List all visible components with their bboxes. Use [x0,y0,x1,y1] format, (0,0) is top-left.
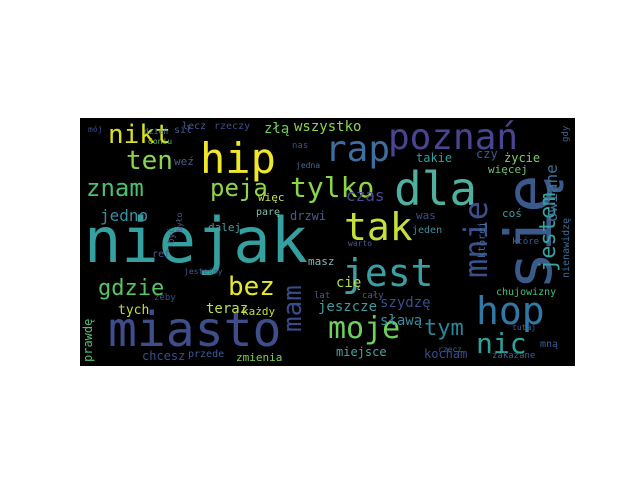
word-chujowizny: chujowizny [496,287,557,298]
word-cie: cię [336,275,362,291]
word-przede: przede [188,349,225,360]
word-jestesmy: jesteśmy [184,267,223,276]
word-hip: hip [200,134,276,183]
word-hop: hop [476,289,545,333]
word-rap: rap [325,129,391,170]
word-jedno: jedno [100,206,149,225]
word-dzien: dzień [144,127,169,136]
word-bez: bez [228,272,275,302]
word-rzeczy: rzeczy [214,121,251,132]
word-gdy: gdy [561,125,571,142]
word-pare: parę [256,207,281,218]
word-moje: moje [328,311,401,346]
word-was: was [416,209,436,222]
word-masz: masz [308,255,335,268]
word-dalej: dalej [208,221,242,234]
word-tym: tym [424,316,464,341]
word-owiane: owiane [542,164,561,222]
word-tylko: tylko [290,171,375,204]
word-takie: takie [416,151,453,165]
word-czy: czy [476,147,498,161]
word-kazdy: każdy [242,305,276,318]
word-ktorej: której [477,221,488,258]
word-mam: mam [278,285,308,332]
word-nikt: nikt [108,120,171,150]
word-sil: sił [174,125,193,136]
word-moj: mój [88,125,103,134]
word-szydze: szydzę [380,295,431,311]
word-jedna: jedna [296,161,321,170]
word-zakazane: zakazane [492,351,536,361]
word-tych: tych [118,303,150,318]
word-wiecej: więcej [488,163,528,176]
word-gdzie: gdzie [98,276,165,301]
word-rzecz: rzecz [438,345,463,354]
word-caly: cały [362,291,384,301]
word-miasto: miasto [108,302,282,358]
word-jeden: jeden [412,225,443,236]
word-cloud: niejak się miasto dla hip poznań tak jes… [80,118,575,366]
word-teraz: teraz [206,301,249,317]
word-warto: warto [348,239,373,248]
word-prawde: prawdę [81,318,95,362]
word-bylo: było [175,212,184,232]
word-zmienia: zmienia [236,351,283,364]
word-znam: znam [86,174,144,202]
word-chcesz: chcesz [142,349,186,363]
word-peja: peja [210,174,268,202]
word-jeszcze: jeszcze [318,299,378,315]
word-ref: ref [152,249,171,260]
word-doniu: doniu [148,137,173,146]
word-dla: dla [394,162,478,216]
word-wszystko: wszystko [294,119,362,135]
word-nienawidze: nienawidzę [561,217,572,278]
word-mna: mną [540,339,559,350]
word-drzwi: drzwi [290,209,327,223]
word-ten: ten [126,146,173,176]
word-niejak: niejak [84,204,308,277]
word-ktore: które [512,237,540,247]
word-kocham: kocham [424,347,468,361]
word-zeby: żeby [154,293,176,303]
word-slawa: sławą [380,313,423,329]
word-miejsce: miejsce [336,345,387,359]
word-zla: złą [264,121,290,137]
word-tutaj: tutaj [512,323,537,332]
word-nic: nic [476,327,527,360]
word-nas: nas [292,141,309,151]
word-lat: lat [314,291,331,301]
word-jest: jest [342,251,434,295]
word-cos: coś [502,207,522,220]
word-wiec: więc [258,191,285,204]
word-tak: tak [344,205,413,249]
word-poznan: poznań [388,118,519,158]
word-czas: czas [346,186,385,205]
word-wez: weź [174,155,194,168]
word-zycie: życie [504,151,541,165]
word-lecz: lecz [182,121,207,132]
